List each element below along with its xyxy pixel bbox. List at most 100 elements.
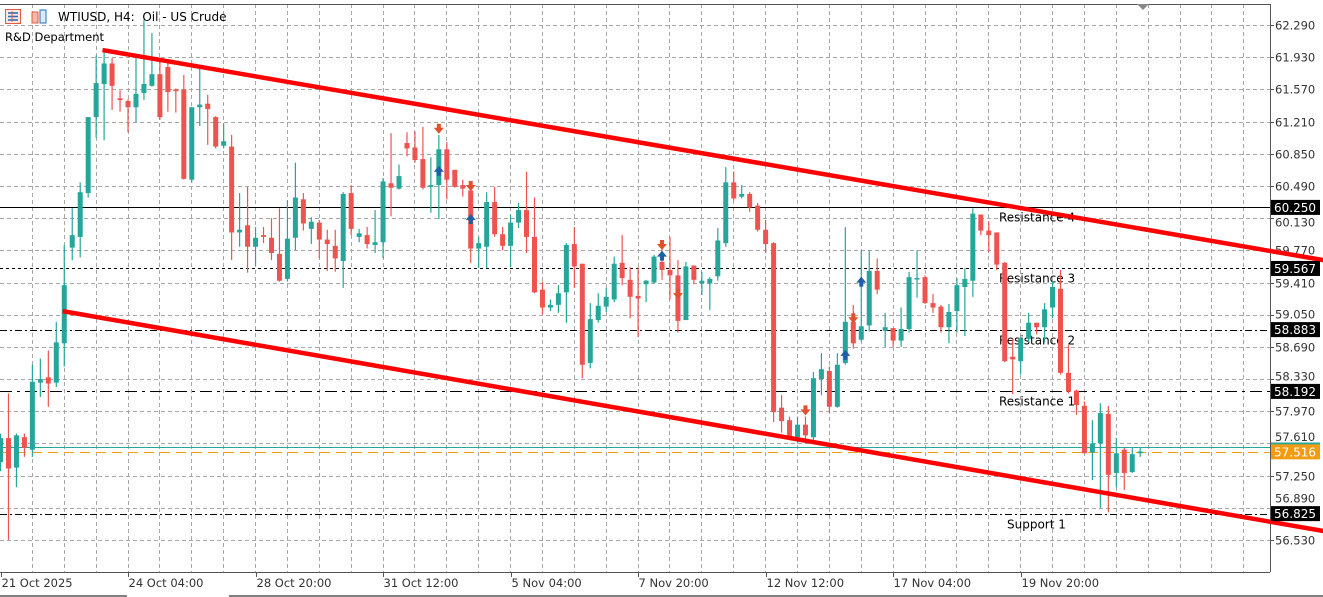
candle-body (539, 289, 545, 308)
level-price-label: 58.192 (1274, 385, 1316, 399)
candle-body (1113, 453, 1119, 473)
candle-body (213, 117, 219, 147)
candle-body (53, 342, 59, 383)
candle-body (547, 304, 553, 308)
candle-body (524, 210, 530, 237)
x-axis-tick-label: 24 Oct 04:00 (129, 576, 204, 590)
candle-body (189, 107, 195, 180)
candle-body (29, 381, 35, 450)
candle-body (109, 63, 115, 86)
x-axis-tick-label: 5 Nov 04:00 (512, 576, 582, 590)
candle-body (221, 141, 227, 146)
candle-body (364, 235, 370, 245)
candle-body (316, 222, 322, 240)
candle-body (300, 199, 306, 224)
candle-body (779, 407, 785, 422)
candle-body (563, 244, 569, 293)
y-axis-tick-label: 60.490 (1275, 180, 1315, 194)
candle-body (954, 285, 960, 312)
candle-body (444, 149, 450, 180)
buy-arrow-icon (840, 349, 851, 360)
candle-body (802, 424, 808, 436)
candle-body (635, 295, 641, 299)
candle-body (667, 269, 673, 276)
y-axis-tick-label: 57.250 (1275, 470, 1315, 484)
candle-body (739, 193, 745, 197)
candle-body (508, 222, 514, 246)
candle-body (834, 364, 840, 407)
candle-body (938, 306, 944, 328)
candle-body (1026, 322, 1032, 339)
candle-body (500, 234, 506, 246)
candle-body (356, 233, 362, 237)
candle-body (771, 243, 777, 413)
y-axis-tick-label: 59.410 (1275, 277, 1315, 291)
x-axis-tick-label: 19 Nov 20:00 (1022, 576, 1100, 590)
candle-body (197, 104, 203, 108)
trendline (62, 308, 1323, 534)
candle-body (1034, 322, 1040, 328)
candle-body (93, 83, 99, 118)
candle-body (388, 183, 394, 188)
sell-arrow-icon (433, 123, 444, 134)
chart-shift-marker-icon (1137, 4, 1149, 10)
candle-body (332, 245, 338, 259)
candle-body (61, 285, 67, 344)
candle-body (795, 424, 800, 438)
candle-body (707, 278, 713, 284)
candle-body (723, 182, 729, 244)
sell-arrow-icon (672, 289, 683, 300)
candle-body (882, 327, 888, 331)
market-watch-icon[interactable] (5, 9, 21, 24)
candle-body (1121, 449, 1127, 473)
candle-body (1089, 443, 1095, 453)
y-axis-tick-label: 57.970 (1275, 405, 1315, 419)
candle-body (659, 261, 665, 270)
sell-arrow-icon (800, 405, 811, 416)
candle-body (476, 243, 482, 249)
one-click-trading-icon[interactable] (31, 9, 47, 24)
level-price-label-background (1271, 260, 1320, 276)
candle-body (611, 263, 617, 300)
candle-body (268, 237, 274, 253)
candle-body (69, 235, 75, 248)
candle-body (818, 369, 824, 380)
candle-body (755, 205, 761, 230)
candle-body (348, 193, 354, 229)
candle-body (276, 253, 282, 281)
level-label: Support 1 (1007, 518, 1066, 532)
chart-title: WTIUSD, H4: Oil - US Crude (58, 10, 227, 24)
candle-body (922, 277, 928, 304)
candle-body (763, 229, 769, 245)
candle-body (1081, 405, 1087, 454)
candle-body (173, 89, 179, 92)
candle-body (810, 378, 816, 438)
candle-body (906, 277, 912, 329)
candle-body (205, 103, 211, 110)
candle-body (842, 321, 848, 363)
candle-body (516, 210, 522, 223)
candle-body (651, 256, 657, 283)
y-axis-tick-label: 62.290 (1275, 19, 1315, 33)
candle-body (1065, 372, 1071, 392)
candle-body (787, 420, 793, 438)
candle-body (452, 169, 458, 187)
candle-body (101, 63, 107, 85)
candle-body (428, 185, 434, 187)
level-price-label: 58.883 (1274, 323, 1316, 337)
candle-body (986, 230, 992, 236)
candle-body (412, 147, 418, 161)
candle-body (157, 74, 163, 118)
candle-body (372, 242, 378, 245)
sell-arrow-icon (657, 239, 668, 250)
level-label: Resistance 1 (999, 395, 1075, 409)
candle-body (77, 192, 83, 237)
y-axis-tick-label: 56.890 (1275, 492, 1315, 506)
level-price-label-background (1271, 322, 1320, 338)
level-price-label-background (1271, 383, 1320, 399)
candle-body (571, 244, 577, 267)
candle-body (5, 438, 11, 469)
candle-body (691, 265, 697, 280)
